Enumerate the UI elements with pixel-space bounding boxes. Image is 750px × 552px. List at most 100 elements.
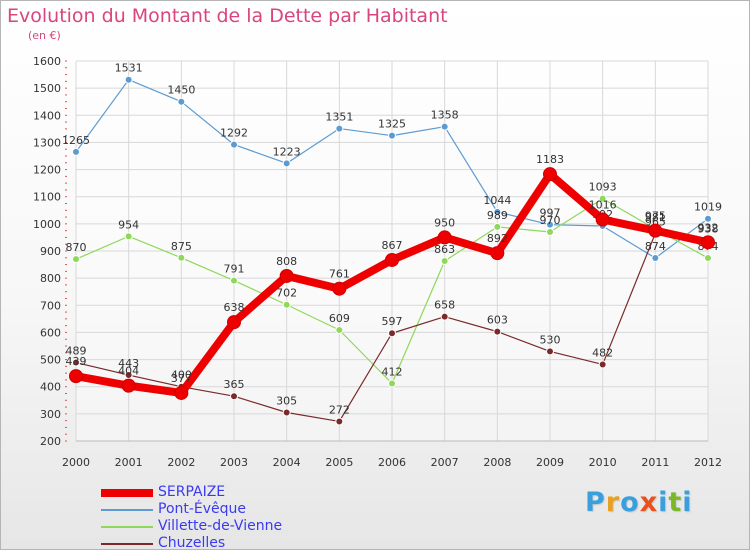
legend-item: SERPAIZE [101, 484, 321, 501]
data-label: 439 [66, 355, 87, 368]
data-label: 932 [698, 221, 719, 234]
data-point [124, 371, 133, 380]
legend-item: Chuzelles [101, 535, 321, 552]
data-label: 1531 [115, 62, 143, 75]
data-label: 875 [171, 240, 192, 253]
data-label: 400 [171, 369, 192, 382]
data-label: 874 [645, 240, 666, 253]
legend-label: Villette-de-Vienne [158, 518, 283, 534]
y-tick-label: 1600 [33, 55, 61, 68]
data-label: 443 [118, 357, 139, 370]
data-point [72, 358, 80, 367]
legend-swatch [101, 509, 153, 511]
legend-item: Pont-Évêque [101, 501, 321, 518]
data-point [121, 378, 136, 393]
data-point [332, 281, 347, 296]
data-point [335, 417, 344, 426]
logo-letter: r [605, 487, 621, 518]
data-point [388, 329, 396, 338]
data-point [440, 257, 449, 266]
data-label: 597 [382, 315, 403, 328]
x-tick-label: 2011 [641, 456, 669, 469]
data-label: 1265 [62, 134, 90, 147]
proxiti-logo: Proxiti [585, 487, 693, 518]
y-tick-label: 400 [40, 381, 61, 394]
data-point [704, 254, 712, 263]
data-label: 761 [329, 268, 350, 281]
data-point [335, 325, 344, 334]
data-label: 970 [540, 214, 561, 227]
data-label: 808 [276, 255, 297, 268]
data-point [388, 131, 396, 140]
data-point [282, 408, 291, 417]
chart-unit-label: (en €) [28, 29, 61, 42]
logo-letter: o [620, 487, 640, 518]
data-label: 377 [171, 372, 192, 385]
data-label: 981 [645, 211, 666, 224]
data-point [437, 230, 452, 245]
legend-swatch [101, 489, 153, 497]
x-tick-label: 2010 [589, 456, 617, 469]
data-label: 870 [66, 241, 87, 254]
data-point [493, 327, 502, 336]
data-label: 365 [224, 378, 245, 391]
data-point [279, 268, 294, 283]
data-point [543, 167, 557, 182]
x-tick-label: 2001 [115, 456, 143, 469]
legend-label: Pont-Évêque [158, 501, 247, 517]
data-label: 404 [118, 365, 139, 378]
data-point [174, 385, 189, 400]
data-point [177, 97, 186, 106]
data-label: 1044 [483, 194, 511, 207]
data-point [69, 369, 83, 384]
y-tick-label: 600 [40, 326, 61, 339]
data-point [493, 207, 502, 216]
data-label: 867 [382, 239, 403, 252]
data-point [282, 300, 291, 309]
x-tick-label: 2003 [220, 456, 248, 469]
chart-legend: SERPAIZE Pont-Évêque Villette-de-Vienne Chu… [101, 484, 321, 552]
logo-letter: i [682, 487, 693, 518]
data-label: 1183 [536, 153, 564, 166]
y-tick-label: 900 [40, 245, 61, 258]
data-label: 609 [329, 312, 350, 325]
data-label: 1223 [273, 145, 301, 158]
data-point [595, 212, 610, 227]
data-label: 975 [645, 210, 666, 223]
legend-label: SERPAIZE [158, 484, 226, 500]
x-tick-label: 2006 [378, 456, 406, 469]
data-label: 1016 [589, 199, 617, 212]
data-label: 892 [487, 232, 508, 245]
data-label: 412 [382, 365, 403, 378]
data-point [72, 255, 80, 264]
data-label: 1351 [325, 111, 353, 124]
data-label: 638 [224, 301, 245, 314]
data-label: 997 [540, 207, 561, 220]
data-point [648, 223, 663, 238]
data-label: 272 [329, 403, 350, 416]
data-point [282, 159, 291, 168]
data-point [388, 379, 396, 388]
y-tick-label: 300 [40, 408, 61, 421]
legend-swatch [101, 526, 153, 528]
data-label: 658 [434, 299, 455, 312]
data-label: 863 [434, 243, 455, 256]
data-point [230, 392, 238, 401]
data-label: 1325 [378, 118, 406, 131]
data-label: 603 [487, 314, 508, 327]
x-tick-label: 2008 [483, 456, 511, 469]
data-point [72, 147, 80, 156]
data-label: 1093 [589, 181, 617, 194]
data-label: 791 [224, 263, 245, 276]
legend-item: Villette-de-Vienne [101, 518, 321, 535]
logo-letter: i [658, 487, 669, 518]
y-tick-label: 1500 [33, 82, 61, 95]
legend-swatch [101, 543, 153, 545]
data-point [440, 312, 449, 321]
data-point [230, 140, 238, 149]
chart-title: Evolution du Montant de la Dette par Hab… [7, 5, 448, 27]
data-label: 702 [276, 287, 297, 300]
data-label: 950 [434, 216, 455, 229]
y-tick-label: 700 [40, 299, 61, 312]
